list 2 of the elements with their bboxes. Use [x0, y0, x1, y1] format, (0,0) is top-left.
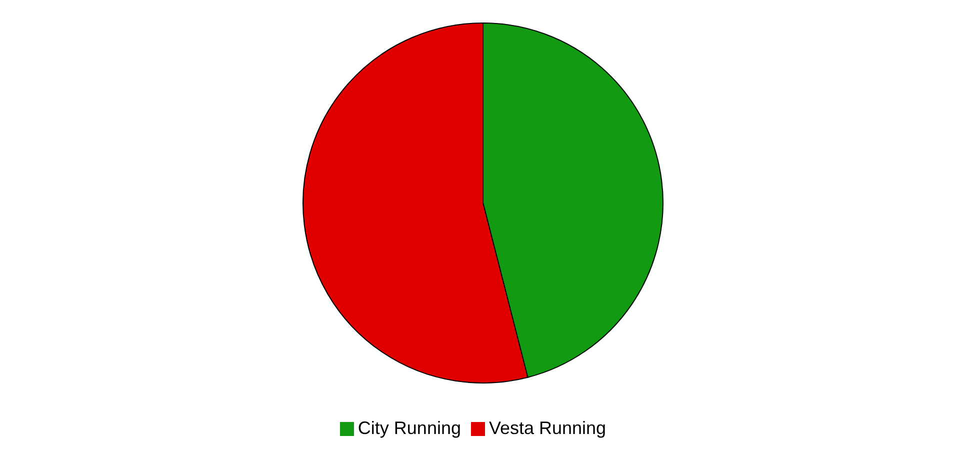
legend-label: Vesta Running: [488, 418, 606, 438]
legend-label: City Running: [358, 418, 461, 438]
